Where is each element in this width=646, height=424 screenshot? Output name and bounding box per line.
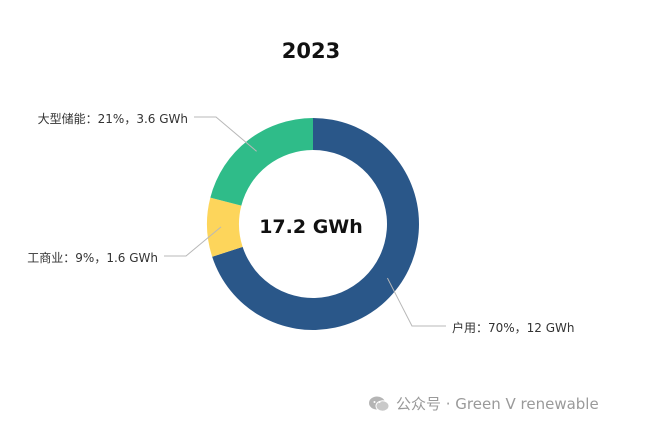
- slice-label-3: 大型储能：21%，3.6 GWh: [38, 111, 188, 126]
- slice-label-1: 户用：70%，12 GWh: [452, 320, 575, 335]
- chart-title: 2023: [282, 39, 340, 63]
- watermark-text: 公众号 · Green V renewable: [396, 395, 599, 413]
- slice-2: [207, 197, 243, 257]
- slice-1: [212, 118, 420, 330]
- leader-line-1: [386, 277, 446, 327]
- watermark: 公众号 · Green V renewable: [368, 393, 599, 414]
- leader-line-3: [194, 116, 257, 152]
- slice-3: [210, 118, 313, 206]
- leader-line-2: [164, 226, 222, 257]
- slice-label-2: 工商业：9%，1.6 GWh: [27, 250, 158, 265]
- center-total-label: 17.2 GWh: [259, 216, 363, 238]
- wechat-icon: [369, 396, 390, 412]
